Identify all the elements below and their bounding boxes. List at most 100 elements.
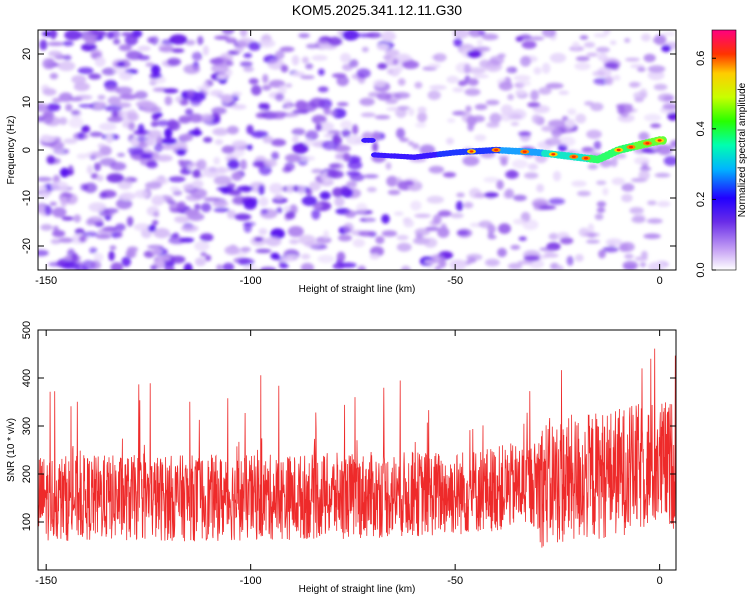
spectrogram-noise-blob: [97, 94, 106, 100]
spectrogram-noise-blob: [134, 90, 148, 100]
spectrogram-noise-blob: [489, 55, 505, 65]
spectrogram-noise-blob: [428, 165, 445, 174]
spectrogram-noise-blob: [152, 220, 159, 226]
spectrogram-noise-blob: [485, 99, 500, 106]
spectrogram-noise-blob: [240, 246, 251, 253]
spectrogram-noise-blob: [81, 34, 98, 40]
spectrogram-noise-blob: [226, 60, 234, 67]
spectrogram-noise-blob: [643, 53, 656, 63]
spectrogram-noise-blob: [343, 222, 354, 234]
spectrogram-noise-blob: [453, 38, 463, 47]
spectrogram-noise-blob: [242, 221, 256, 227]
spectrogram-noise-blob: [566, 255, 574, 266]
spectrogram-noise-blob: [592, 70, 605, 77]
spectrogram-noise-blob: [169, 34, 188, 45]
spectrogram-noise-blob: [275, 93, 285, 102]
spectrogram-noise-blob: [355, 202, 368, 214]
spectrogram-noise-blob: [285, 104, 292, 109]
spectrogram-ridge-peak: [571, 155, 576, 158]
spectrogram-noise-blob: [130, 138, 139, 146]
spectrogram-noise-blob: [408, 107, 415, 117]
spectrogram-noise-blob: [637, 67, 646, 72]
spectrogram-noise-blob: [403, 180, 414, 186]
spectrogram-noise-blob: [332, 262, 345, 270]
spectrogram-noise-blob: [38, 176, 53, 182]
spectrogram-noise-blob: [587, 232, 596, 238]
spectrogram-noise-blob: [572, 41, 580, 50]
spectrogram-noise-blob: [103, 208, 119, 214]
spectrogram-noise-blob: [187, 164, 194, 171]
spectrogram-noise-blob: [348, 59, 359, 68]
spectrogram-noise-blob: [581, 146, 594, 153]
spectrogram-noise-blob: [426, 264, 435, 269]
spectrogram-noise-blob: [547, 119, 566, 128]
spectrogram-noise-blob: [595, 46, 610, 53]
spectrogram-noise-blob: [284, 153, 302, 163]
spectrogram-noise-blob: [395, 65, 404, 73]
spectrogram-noise-blob: [170, 255, 186, 264]
spectrogram-noise-blob: [87, 216, 104, 225]
spectrogram-noise-blob: [205, 254, 212, 262]
spectrogram-noise-blob: [315, 123, 323, 132]
spectrogram-noise-blob: [365, 32, 382, 39]
spectrogram-noise-blob: [150, 247, 162, 256]
spectrogram-noise-blob: [511, 159, 528, 169]
spectrogram-noise-blob: [437, 227, 450, 238]
spectrogram-noise-blob: [498, 81, 513, 91]
spectrogram-noise-blob: [135, 136, 149, 142]
spectrogram-noise-blob: [468, 67, 486, 74]
spectrogram-noise-blob: [144, 181, 162, 190]
spectrogram-noise-blob: [295, 100, 308, 111]
spectrogram-noise-blob: [531, 114, 541, 124]
spectrogram-noise-blob: [44, 205, 52, 216]
spectrogram-noise-blob: [194, 257, 207, 267]
spectrogram-noise-blob: [220, 94, 233, 104]
spectrogram-noise-blob: [521, 40, 537, 49]
spectrogram-noise-blob: [236, 185, 253, 192]
spectrogram-noise-blob: [78, 103, 95, 108]
spectrogram-noise-blob: [46, 103, 61, 112]
spectrogram-noise-blob: [407, 141, 414, 146]
spectrogram-noise-blob: [115, 223, 126, 232]
spectrogram-ridge-peak: [645, 142, 650, 145]
spectrogram-noise-blob: [298, 33, 310, 38]
spectrogram-noise-blob: [156, 112, 163, 118]
spectrogram-noise-blob: [372, 141, 379, 153]
spectrogram-noise-blob: [345, 135, 364, 145]
spectrogram-noise-blob: [178, 159, 185, 165]
spectrogram-noise-blob: [93, 162, 101, 172]
spectrogram-noise-blob: [185, 39, 196, 46]
spectrogram-noise-blob: [376, 92, 392, 101]
spectrogram-noise-blob: [133, 223, 151, 231]
spectrogram-noise-blob: [457, 230, 469, 235]
spectrogram-noise-blob: [559, 237, 574, 245]
spectrogram-noise-blob: [231, 171, 243, 181]
spectrogram-noise-blob: [515, 89, 527, 96]
spectrogram-ridge-cell: [367, 137, 376, 143]
spectrogram-noise-blob: [323, 106, 331, 115]
spectrogram-noise-blob: [328, 36, 343, 46]
spectrogram-noise-blob: [574, 254, 584, 262]
spectrogram-noise-blob: [484, 192, 499, 198]
spectrogram-noise-blob: [323, 230, 330, 239]
spectrogram-noise-blob: [38, 192, 50, 199]
spectrogram-noise-blob: [510, 121, 520, 126]
spectrogram-noise-blob: [150, 264, 158, 270]
spectrogram-noise-blob: [662, 103, 676, 110]
spectrogram-noise-blob: [71, 109, 81, 116]
snr-ytick-label: 400: [21, 369, 33, 387]
spectrogram-noise-blob: [292, 142, 309, 154]
spectrogram-noise-blob: [52, 207, 67, 218]
spectrogram-noise-blob: [180, 224, 199, 233]
spectrogram-noise-blob: [622, 260, 639, 270]
spectrogram-noise-blob: [328, 163, 341, 168]
spectrogram-noise-blob: [427, 90, 441, 101]
spectrogram-ridge-peak: [469, 150, 474, 153]
spectrogram-noise-blob: [319, 191, 331, 200]
spectrogram-noise-blob: [518, 236, 527, 241]
spectrogram-noise-blob: [670, 139, 676, 148]
spectrogram-noise-blob: [145, 62, 155, 68]
snr-ticks: -150 -100 -50 0 100 200 300 400 500: [21, 321, 676, 587]
spectrogram-noise-blob: [639, 166, 652, 171]
spectrogram-noise-blob: [530, 89, 539, 101]
